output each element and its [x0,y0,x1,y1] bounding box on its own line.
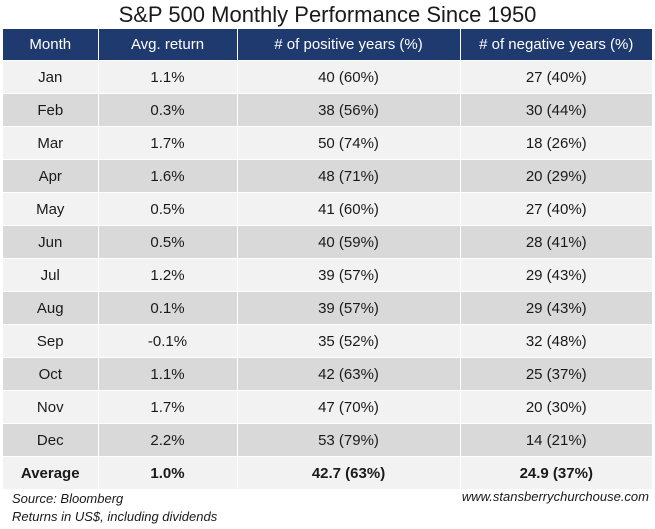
source-note: Source: Bloomberg Returns in US$, includ… [12,490,217,526]
cell-month: Feb [3,93,99,127]
cell-negative-years: 29 (43%) [460,291,652,325]
cell-avg-return: 1.1% [98,60,238,94]
cell-negative-years: 30 (44%) [460,93,652,127]
cell-negative-years: 32 (48%) [460,324,652,358]
cell-positive-years: 40 (59%) [237,225,461,259]
table-body: Jan 1.1% 40 (60%) 27 (40%) Feb 0.3% 38 (56%) 30… [3,60,652,489]
cell-month: Jul [3,258,99,292]
cell-negative-years: 29 (43%) [460,258,652,292]
website-link[interactable]: www.stansberrychurchouse.com [461,489,649,504]
cell-avg-return: 0.5% [98,192,238,226]
column-header-negative-years: # of negative years (%) [460,29,652,61]
cell-negative-years: 25 (37%) [460,357,652,391]
table-row: Apr 1.6% 48 (71%) 20 (29%) [3,159,652,193]
cell-month: Oct [3,357,99,391]
table-row: Jun 0.5% 40 (59%) 28 (41%) [3,225,652,259]
source-label: Source: Bloomberg [12,491,124,506]
column-header-positive-years: # of positive years (%) [237,29,461,61]
cell-positive-years: 48 (71%) [237,159,461,193]
table-row: Nov 1.7% 47 (70%) 20 (30%) [3,390,652,424]
cell-month: Nov [3,390,99,424]
cell-negative-years: 28 (41%) [460,225,652,259]
table-row: Feb 0.3% 38 (56%) 30 (44%) [3,93,652,127]
returns-note: Returns in US$, including dividends [12,509,218,524]
cell-avg-return: 1.7% [98,126,238,160]
cell-negative-years: 20 (30%) [460,390,652,424]
cell-avg-return: 0.3% [98,93,238,127]
cell-month: Jan [3,60,99,94]
cell-avg-return: 0.5% [98,225,238,259]
table-row: Sep -0.1% 35 (52%) 32 (48%) [3,324,652,358]
cell-positive-years: 38 (56%) [237,93,461,127]
column-header-month: Month [3,29,99,61]
table-row: Dec 2.2% 53 (79%) 14 (21%) [3,423,652,457]
cell-positive-years: 35 (52%) [237,324,461,358]
cell-month: Jun [3,225,99,259]
cell-avg-return: 1.2% [98,258,238,292]
cell-negative-years: 20 (29%) [460,159,652,193]
cell-avg-return: 1.7% [98,390,238,424]
cell-negative-years: 27 (40%) [460,60,652,94]
cell-month: Aug [3,291,99,325]
cell-avg-return: 1.1% [98,357,238,391]
cell-positive-years: 50 (74%) [237,126,461,160]
header-row: Month Avg. return # of positive years (%… [3,29,652,61]
cell-negative-years: 27 (40%) [460,192,652,226]
cell-month: Sep [3,324,99,358]
cell-avg-return: 0.1% [98,291,238,325]
chart-title: S&P 500 Monthly Performance Since 1950 [118,2,537,27]
average-row: Average 1.0% 42.7 (63%) 24.9 (37%) [3,456,652,489]
cell-positive-years: 42 (63%) [237,357,461,391]
table-row: Mar 1.7% 50 (74%) 18 (26%) [3,126,652,160]
table-row: Jul 1.2% 39 (57%) 29 (43%) [3,258,652,292]
performance-table: Month Avg. return # of positive years (%… [3,29,652,489]
table-row: May 0.5% 41 (60%) 27 (40%) [3,192,652,226]
cell-month: Apr [3,159,99,193]
table-row: Oct 1.1% 42 (63%) 25 (37%) [3,357,652,391]
cell-avg-return: 1.6% [98,159,238,193]
table-row: Aug 0.1% 39 (57%) 29 (43%) [3,291,652,325]
cell-positive-years: 53 (79%) [237,423,461,457]
average-cell-negative-years: 24.9 (37%) [460,456,652,489]
cell-positive-years: 47 (70%) [237,390,461,424]
average-cell-month: Average [3,456,99,489]
cell-month: Dec [3,423,99,457]
cell-positive-years: 39 (57%) [237,258,461,292]
cell-avg-return: -0.1% [98,324,238,358]
table-row: Jan 1.1% 40 (60%) 27 (40%) [3,60,652,94]
cell-positive-years: 41 (60%) [237,192,461,226]
cell-avg-return: 2.2% [98,423,238,457]
average-cell-avg-return: 1.0% [98,456,238,489]
cell-month: May [3,192,99,226]
cell-negative-years: 18 (26%) [460,126,652,160]
cell-positive-years: 39 (57%) [237,291,461,325]
column-header-avg-return: Avg. return [98,29,238,61]
cell-positive-years: 40 (60%) [237,60,461,94]
average-cell-positive-years: 42.7 (63%) [237,456,461,489]
cell-negative-years: 14 (21%) [460,423,652,457]
cell-month: Mar [3,126,99,160]
